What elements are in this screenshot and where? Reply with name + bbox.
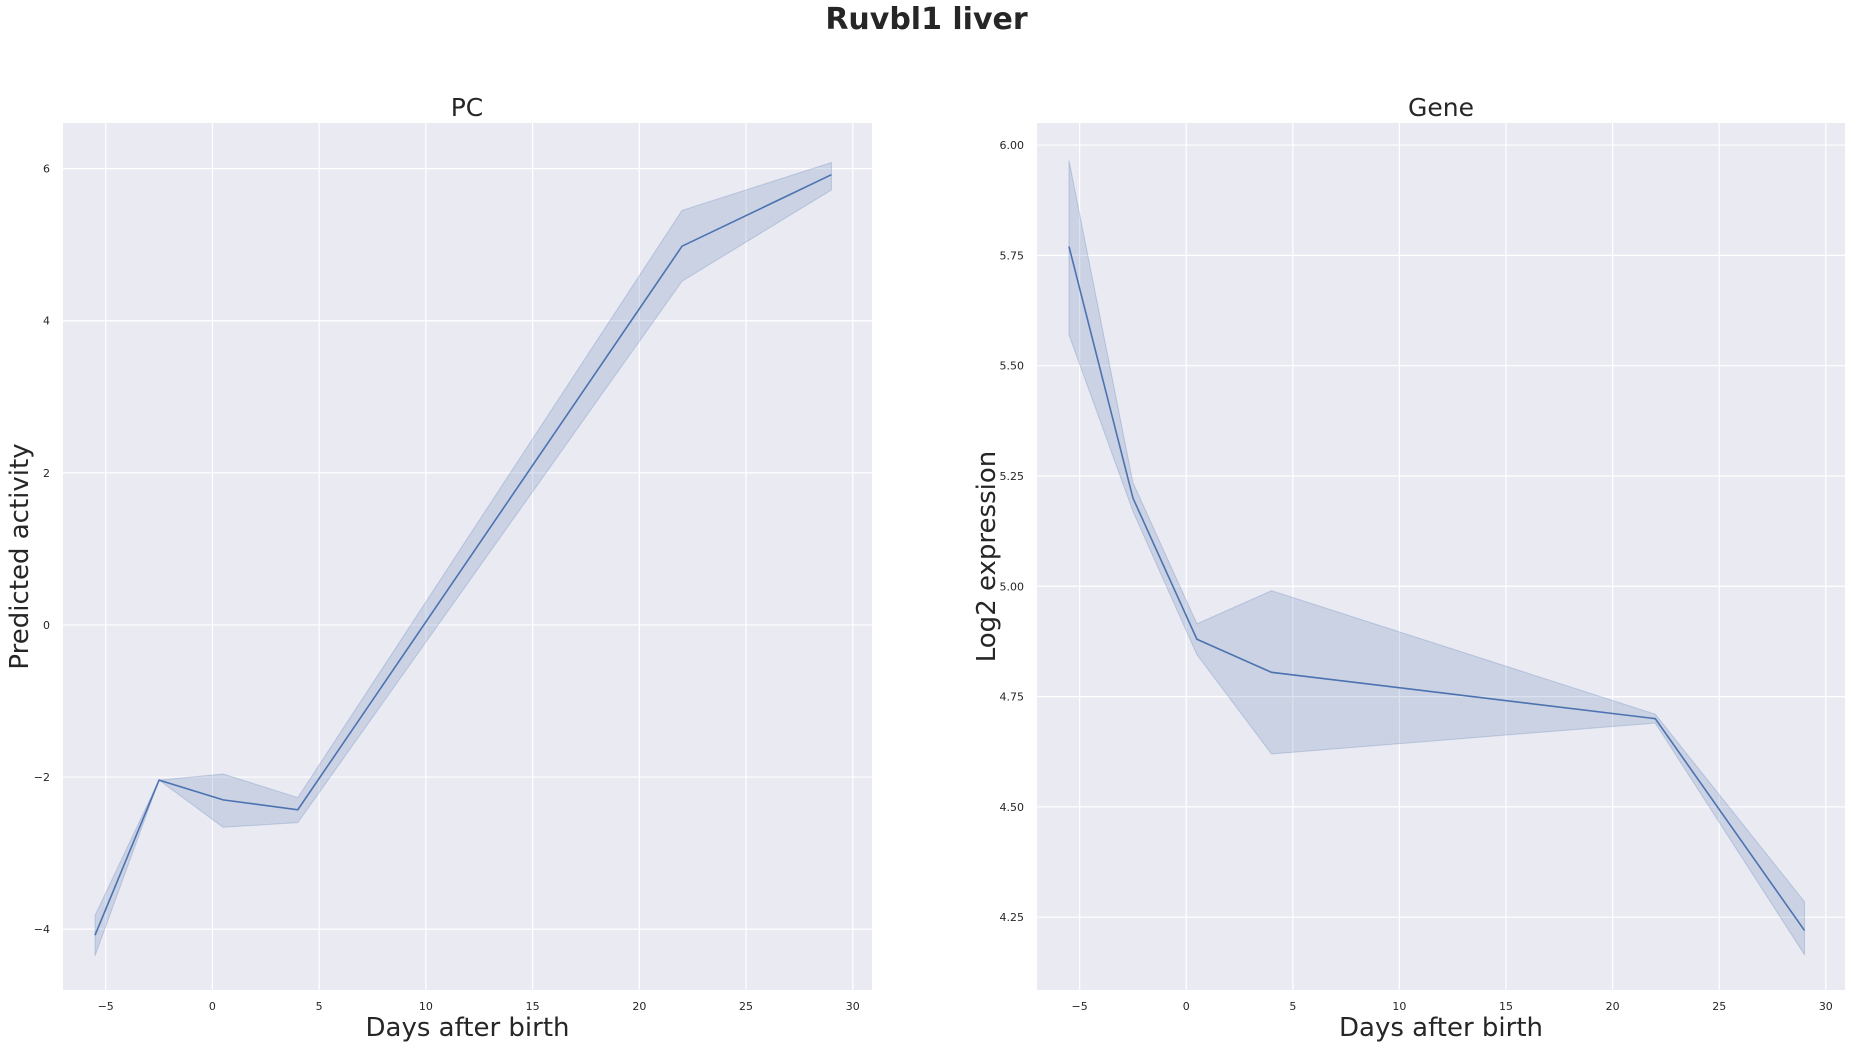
x-tick-label: 0 [209, 1000, 216, 1013]
figure-title: Ruvbl1 liver [825, 2, 1028, 37]
y-tick-label: 4.75 [1000, 691, 1025, 704]
y-tick-label: 6.00 [1000, 139, 1025, 152]
y-axis-label: Predicted activity [5, 443, 35, 669]
x-tick-label: 30 [846, 1000, 860, 1013]
x-tick-label: 30 [1819, 1000, 1833, 1013]
x-tick-label: 0 [1183, 1000, 1190, 1013]
x-tick-label: 20 [632, 1000, 646, 1013]
y-tick-label: 4 [43, 315, 50, 328]
x-tick-label: −5 [1072, 1000, 1088, 1013]
x-tick-label: 5 [1289, 1000, 1296, 1013]
y-tick-label: 5.25 [1000, 470, 1025, 483]
x-axis-label: Days after birth [365, 1013, 569, 1043]
panel-title: Gene [1408, 93, 1474, 122]
y-tick-label: 2 [43, 467, 50, 480]
y-tick-label: −4 [34, 923, 50, 936]
y-tick-label: 4.50 [1000, 801, 1025, 814]
y-tick-label: 6 [43, 163, 50, 176]
y-tick-label: 5.75 [1000, 249, 1025, 262]
x-tick-label: 20 [1606, 1000, 1620, 1013]
y-tick-label: −2 [34, 771, 50, 784]
x-tick-label: −5 [98, 1000, 114, 1013]
x-tick-label: 15 [1499, 1000, 1513, 1013]
x-tick-label: 10 [419, 1000, 433, 1013]
y-tick-label: 0 [43, 619, 50, 632]
x-tick-label: 25 [739, 1000, 753, 1013]
confidence-band [1068, 160, 1805, 957]
y-tick-label: 4.25 [1000, 911, 1025, 924]
series-line [1068, 246, 1806, 931]
x-tick-label: 5 [316, 1000, 323, 1013]
x-tick-label: 25 [1712, 1000, 1726, 1013]
x-axis-label: Days after birth [1339, 1013, 1543, 1043]
y-tick-label: 5.50 [1000, 360, 1025, 373]
x-tick-label: 10 [1392, 1000, 1406, 1013]
series-line [94, 173, 832, 936]
y-tick-label: 5.00 [1000, 580, 1025, 593]
x-tick-label: 15 [526, 1000, 540, 1013]
chart-panel-gene: −5 0 5 10 15 20 25 30 4.25 4.50 4.75 5.00 5.25 5.50 5.… [972, 93, 1845, 1043]
chart-panel-pc: −5 0 5 10 15 20 25 30 −4 −2 0 2 4 6 PC Days after birth… [5, 93, 872, 1043]
plot-area-gene [1037, 123, 1845, 990]
y-axis-label: Log2 expression [972, 451, 1002, 663]
plot-area-pc [63, 123, 872, 990]
panel-title: PC [451, 93, 484, 122]
